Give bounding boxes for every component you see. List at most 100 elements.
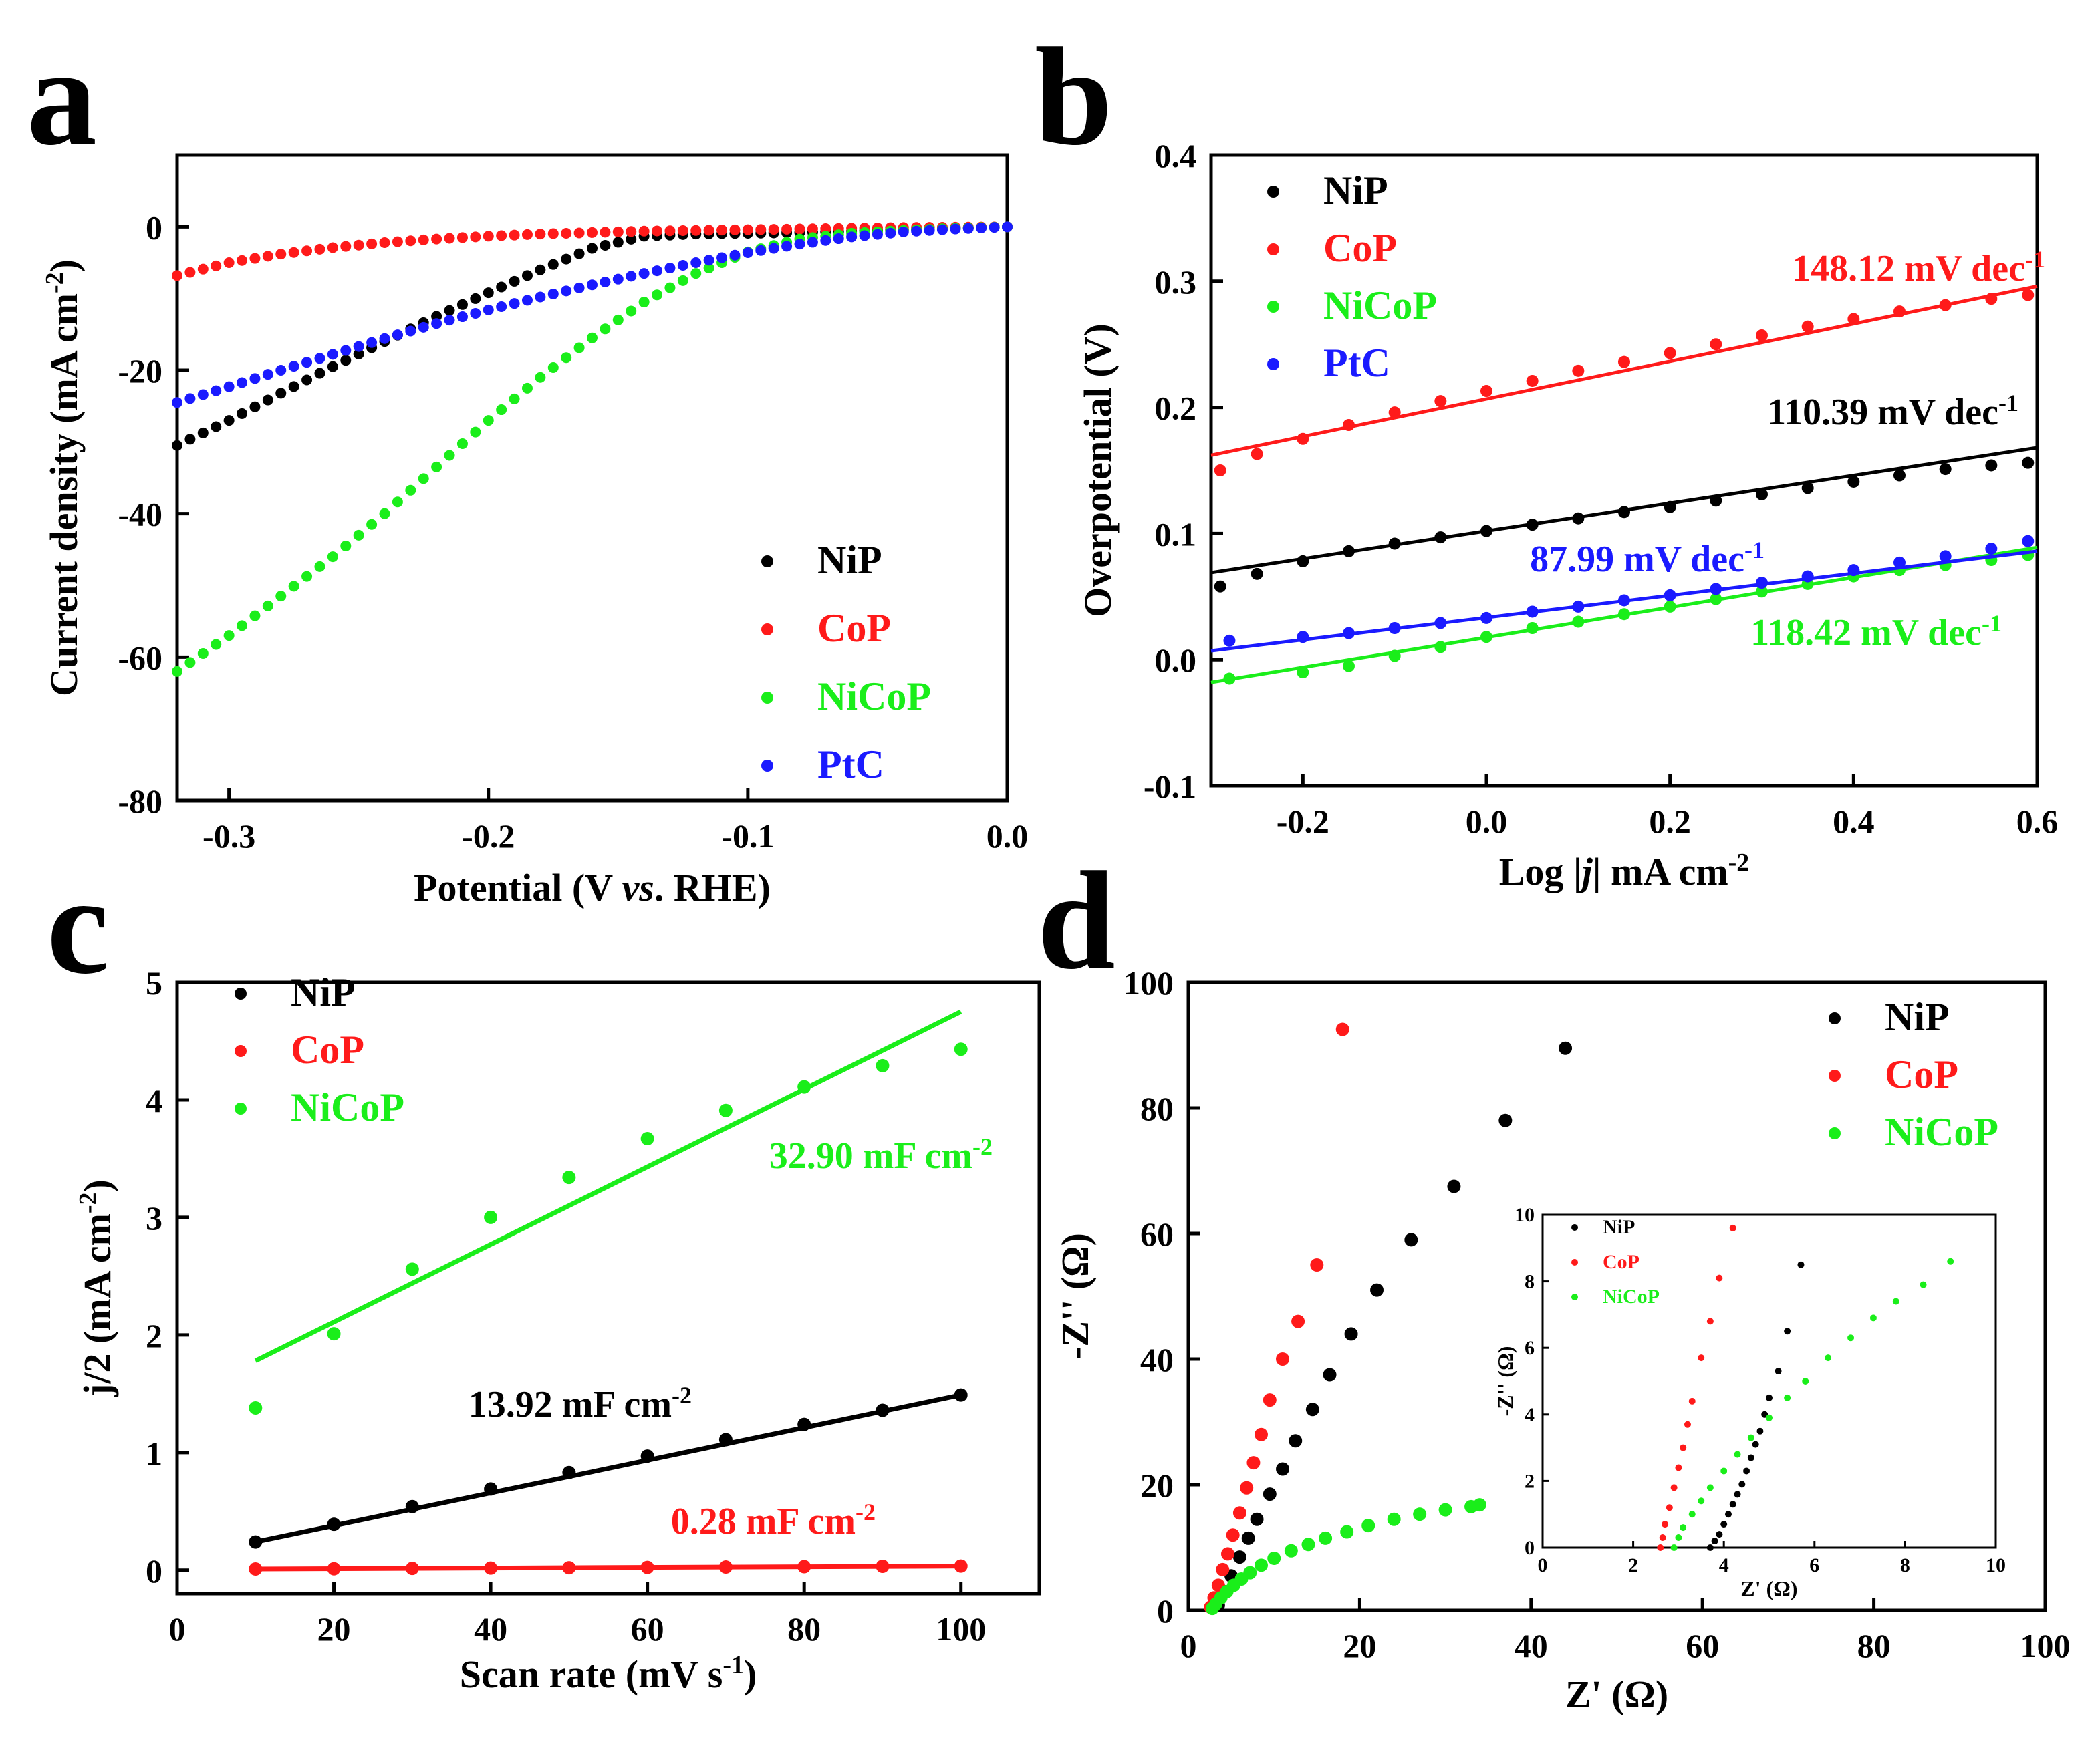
x-tick-label: 20 [317, 1610, 351, 1648]
legend-label-cop: CoP [1323, 226, 1397, 270]
data-point-cop [1985, 293, 1998, 305]
data-point-ptc [833, 233, 844, 245]
data-point-ptc [1343, 627, 1355, 639]
annotation-superscript: -1 [1744, 537, 1764, 563]
data-point-nip [1447, 1179, 1461, 1193]
y-tick-label: 1 [146, 1435, 162, 1472]
data-point-nip [1241, 1531, 1255, 1545]
data-point-nip [1526, 519, 1539, 531]
y-tick-label: 8 [1525, 1271, 1535, 1293]
data-point-nicop [1766, 1414, 1773, 1421]
data-point-cop [1291, 1314, 1305, 1328]
data-point-cop [379, 237, 390, 248]
text-part: j/2 (mA cm [76, 1213, 119, 1397]
data-point-cop [755, 224, 767, 235]
data-point-nicop [612, 314, 624, 325]
data-point-cop [1232, 1506, 1246, 1520]
data-point-nip [547, 259, 559, 270]
data-point-ptc [456, 311, 468, 323]
data-point-nicop [1747, 1434, 1754, 1441]
data-point-ptc [1388, 622, 1401, 634]
data-point-ptc [755, 245, 767, 256]
inset-x-axis-label: Z' (Ω) [1740, 1576, 1797, 1600]
data-point-nip [211, 421, 222, 432]
data-point-nip [876, 1403, 890, 1417]
data-point-cop [1657, 1544, 1664, 1551]
data-point-nicop [1413, 1507, 1427, 1521]
data-point-nip [249, 1535, 263, 1549]
data-point-nicop [1472, 1498, 1486, 1512]
data-point-nicop [275, 591, 287, 602]
inset-chart: 0 2 4 6 8 10 0 2 4 6 8 10 NiP CoP NiCoP Z' (Ω) -Z'' (Ω) [1493, 1204, 2006, 1600]
data-point-ptc [846, 231, 858, 243]
data-point-ptc [418, 321, 429, 333]
data-point-nip [1323, 1368, 1337, 1382]
data-point-cop [1710, 338, 1722, 351]
data-point-nip [1572, 512, 1585, 525]
data-point-ptc [535, 291, 546, 303]
data-point-ptc [924, 225, 935, 236]
data-point-nip [1743, 1467, 1750, 1475]
data-point-ptc [223, 381, 235, 392]
data-point-cop [444, 233, 455, 244]
y-tick-label: 5 [146, 964, 162, 1002]
data-point-cop [1666, 1504, 1673, 1511]
data-point-nicop [718, 1103, 733, 1117]
y-tick-label: 2 [1525, 1470, 1535, 1492]
text-part: Current density (mA cm [42, 293, 86, 696]
data-point-ptc [184, 393, 196, 404]
data-point-nicop [1670, 1544, 1678, 1551]
data-point-cop [262, 251, 273, 262]
data-point-ptc [950, 223, 961, 235]
data-point-nicop [1434, 641, 1447, 653]
data-point-nip [340, 355, 352, 366]
x-tick-label: 6 [1809, 1554, 1819, 1576]
data-point-ptc [237, 377, 248, 388]
data-point-nip [1775, 1368, 1782, 1375]
data-point-nip [1305, 1403, 1319, 1417]
data-point-cop [1688, 1397, 1696, 1405]
data-point-ptc [1847, 564, 1860, 577]
data-point-cop [587, 227, 598, 238]
data-point-cop [1659, 1534, 1666, 1542]
y-axis-label: -Z'' (Ω) [1053, 1233, 1097, 1360]
data-point-ptc [820, 235, 831, 246]
data-point-cop [1263, 1393, 1277, 1407]
data-point-nicop [573, 342, 585, 353]
data-point-cop [535, 229, 546, 240]
data-point-nip [484, 1482, 498, 1496]
y-tick-label: 2 [146, 1317, 162, 1354]
data-point-nicop [1526, 622, 1539, 634]
panel-a: a -0.3 -0.2 -0.1 0.0 0 -20 -40 -60 -80 NiP CoP NiCoP… [27, 19, 1028, 909]
data-point-ptc [976, 222, 987, 233]
annotation-text: 32.90 mF cm [769, 1135, 972, 1177]
data-point-nip [1232, 1550, 1246, 1564]
data-point-cop [431, 233, 442, 245]
data-point-nip [353, 348, 364, 359]
data-point-cop [1480, 385, 1492, 398]
data-point-nicop [876, 1058, 890, 1072]
legend-marker-nicop [1267, 301, 1279, 313]
data-point-cop [807, 223, 818, 235]
data-point-ptc [587, 279, 598, 291]
data-point-nip [797, 1417, 811, 1431]
data-point-nicop [1387, 1512, 1401, 1526]
data-point-nip [1752, 1441, 1759, 1448]
data-point-nip [1276, 1462, 1290, 1476]
slope-annotation-nip: 110.39 mV dec-1 [1767, 390, 2018, 433]
x-tick-label: 0 [1538, 1554, 1548, 1576]
data-point-ptc [885, 227, 896, 239]
data-point-ptc [353, 341, 364, 352]
data-point-cop [729, 224, 741, 235]
data-point-nicop [600, 323, 611, 335]
data-point-cop [405, 1562, 419, 1576]
x-tick-label: 0.4 [1833, 803, 1875, 840]
data-point-nicop [197, 647, 209, 659]
data-point-nicop [954, 1042, 968, 1056]
data-point-nicop [1710, 593, 1722, 605]
y-tick-label: 0.3 [1155, 263, 1197, 301]
data-point-nip [405, 1499, 419, 1513]
data-point-nicop [405, 484, 416, 496]
data-point-cop [1716, 1274, 1723, 1282]
annotation-text: 0.28 mF cm [671, 1501, 856, 1542]
